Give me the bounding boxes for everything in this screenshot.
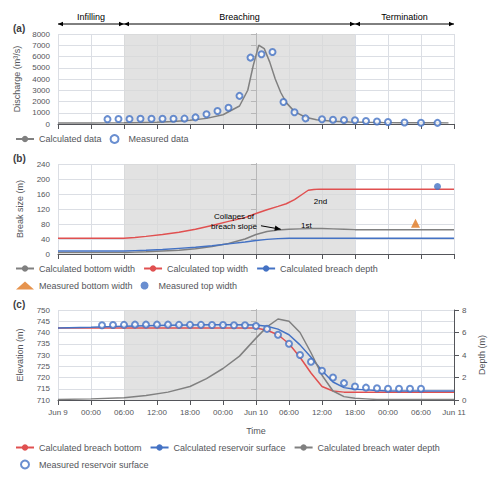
svg-text:Measured reservoir surface: Measured reservoir surface — [39, 460, 149, 470]
svg-text:2: 2 — [462, 373, 467, 382]
svg-text:00:00: 00:00 — [378, 408, 399, 417]
svg-text:Calculated data: Calculated data — [39, 134, 102, 144]
svg-text:0: 0 — [462, 396, 467, 405]
svg-text:Calculated top width: Calculated top width — [167, 264, 248, 274]
svg-text:0: 0 — [46, 120, 51, 129]
svg-text:735: 735 — [37, 339, 51, 348]
svg-text:725: 725 — [37, 362, 51, 371]
svg-text:1000: 1000 — [32, 108, 50, 117]
svg-text:2nd: 2nd — [314, 197, 327, 206]
svg-text:Discharge (m³/s): Discharge (m³/s) — [12, 46, 22, 113]
svg-text:Measured data: Measured data — [129, 134, 189, 144]
svg-text:Jun 10: Jun 10 — [244, 408, 269, 417]
svg-text:8000: 8000 — [32, 30, 50, 39]
svg-text:Measured bottom width: Measured bottom width — [39, 281, 133, 291]
svg-text:750: 750 — [37, 306, 51, 315]
svg-text:240: 240 — [37, 160, 51, 169]
svg-text:06:00: 06:00 — [279, 408, 300, 417]
svg-text:Measured top width: Measured top width — [159, 281, 238, 291]
svg-text:18:00: 18:00 — [180, 408, 201, 417]
svg-text:200: 200 — [37, 175, 51, 184]
svg-text:00:00: 00:00 — [213, 408, 234, 417]
svg-text:06:00: 06:00 — [411, 408, 432, 417]
svg-text:2000: 2000 — [32, 97, 50, 106]
svg-text:710: 710 — [37, 396, 51, 405]
svg-text:120: 120 — [37, 205, 51, 214]
svg-text:12:00: 12:00 — [312, 408, 333, 417]
svg-text:4000: 4000 — [32, 75, 50, 84]
svg-text:Jun 11: Jun 11 — [442, 408, 466, 417]
svg-text:Calculated reservoir surface: Calculated reservoir surface — [174, 443, 286, 453]
svg-text:745: 745 — [37, 317, 51, 326]
svg-text:3000: 3000 — [32, 86, 50, 95]
svg-text:Elevation (m): Elevation (m) — [15, 328, 25, 381]
svg-text:(b): (b) — [13, 153, 26, 164]
svg-text:0: 0 — [46, 250, 51, 259]
svg-text:Infilling: Infilling — [77, 12, 105, 22]
svg-text:Time: Time — [246, 426, 266, 436]
svg-text:160: 160 — [37, 190, 51, 199]
svg-text:740: 740 — [37, 328, 51, 337]
svg-text:Calculated breach water depth: Calculated breach water depth — [318, 443, 440, 453]
svg-text:Collapes of: Collapes of — [214, 212, 255, 221]
svg-text:5000: 5000 — [32, 63, 50, 72]
svg-text:7000: 7000 — [32, 41, 50, 50]
svg-text:12:00: 12:00 — [147, 408, 168, 417]
svg-text:720: 720 — [37, 373, 51, 382]
svg-text:4: 4 — [462, 351, 467, 360]
svg-text:40: 40 — [41, 235, 50, 244]
svg-text:Breaching: Breaching — [219, 12, 260, 22]
svg-text:Calculated breach bottom: Calculated breach bottom — [39, 443, 142, 453]
svg-text:18:00: 18:00 — [345, 408, 366, 417]
svg-text:730: 730 — [37, 351, 51, 360]
svg-text:(c): (c) — [13, 299, 25, 310]
svg-text:Calculated bottom width: Calculated bottom width — [39, 264, 135, 274]
svg-text:1st: 1st — [301, 221, 312, 230]
svg-text:06:00: 06:00 — [114, 408, 135, 417]
svg-text:8: 8 — [462, 306, 467, 315]
svg-text:6: 6 — [462, 328, 467, 337]
svg-text:6000: 6000 — [32, 52, 50, 61]
svg-text:Jun 9: Jun 9 — [48, 408, 68, 417]
svg-text:Break size (m): Break size (m) — [15, 180, 25, 238]
svg-text:breach slope: breach slope — [211, 222, 257, 231]
svg-text:80: 80 — [41, 220, 50, 229]
svg-text:(a): (a) — [13, 23, 25, 34]
svg-text:715: 715 — [37, 384, 51, 393]
svg-text:Termination: Termination — [381, 12, 428, 22]
svg-text:00:00: 00:00 — [81, 408, 102, 417]
svg-text:Depth (m): Depth (m) — [477, 335, 487, 375]
svg-text:Calculated breach depth: Calculated breach depth — [280, 264, 378, 274]
